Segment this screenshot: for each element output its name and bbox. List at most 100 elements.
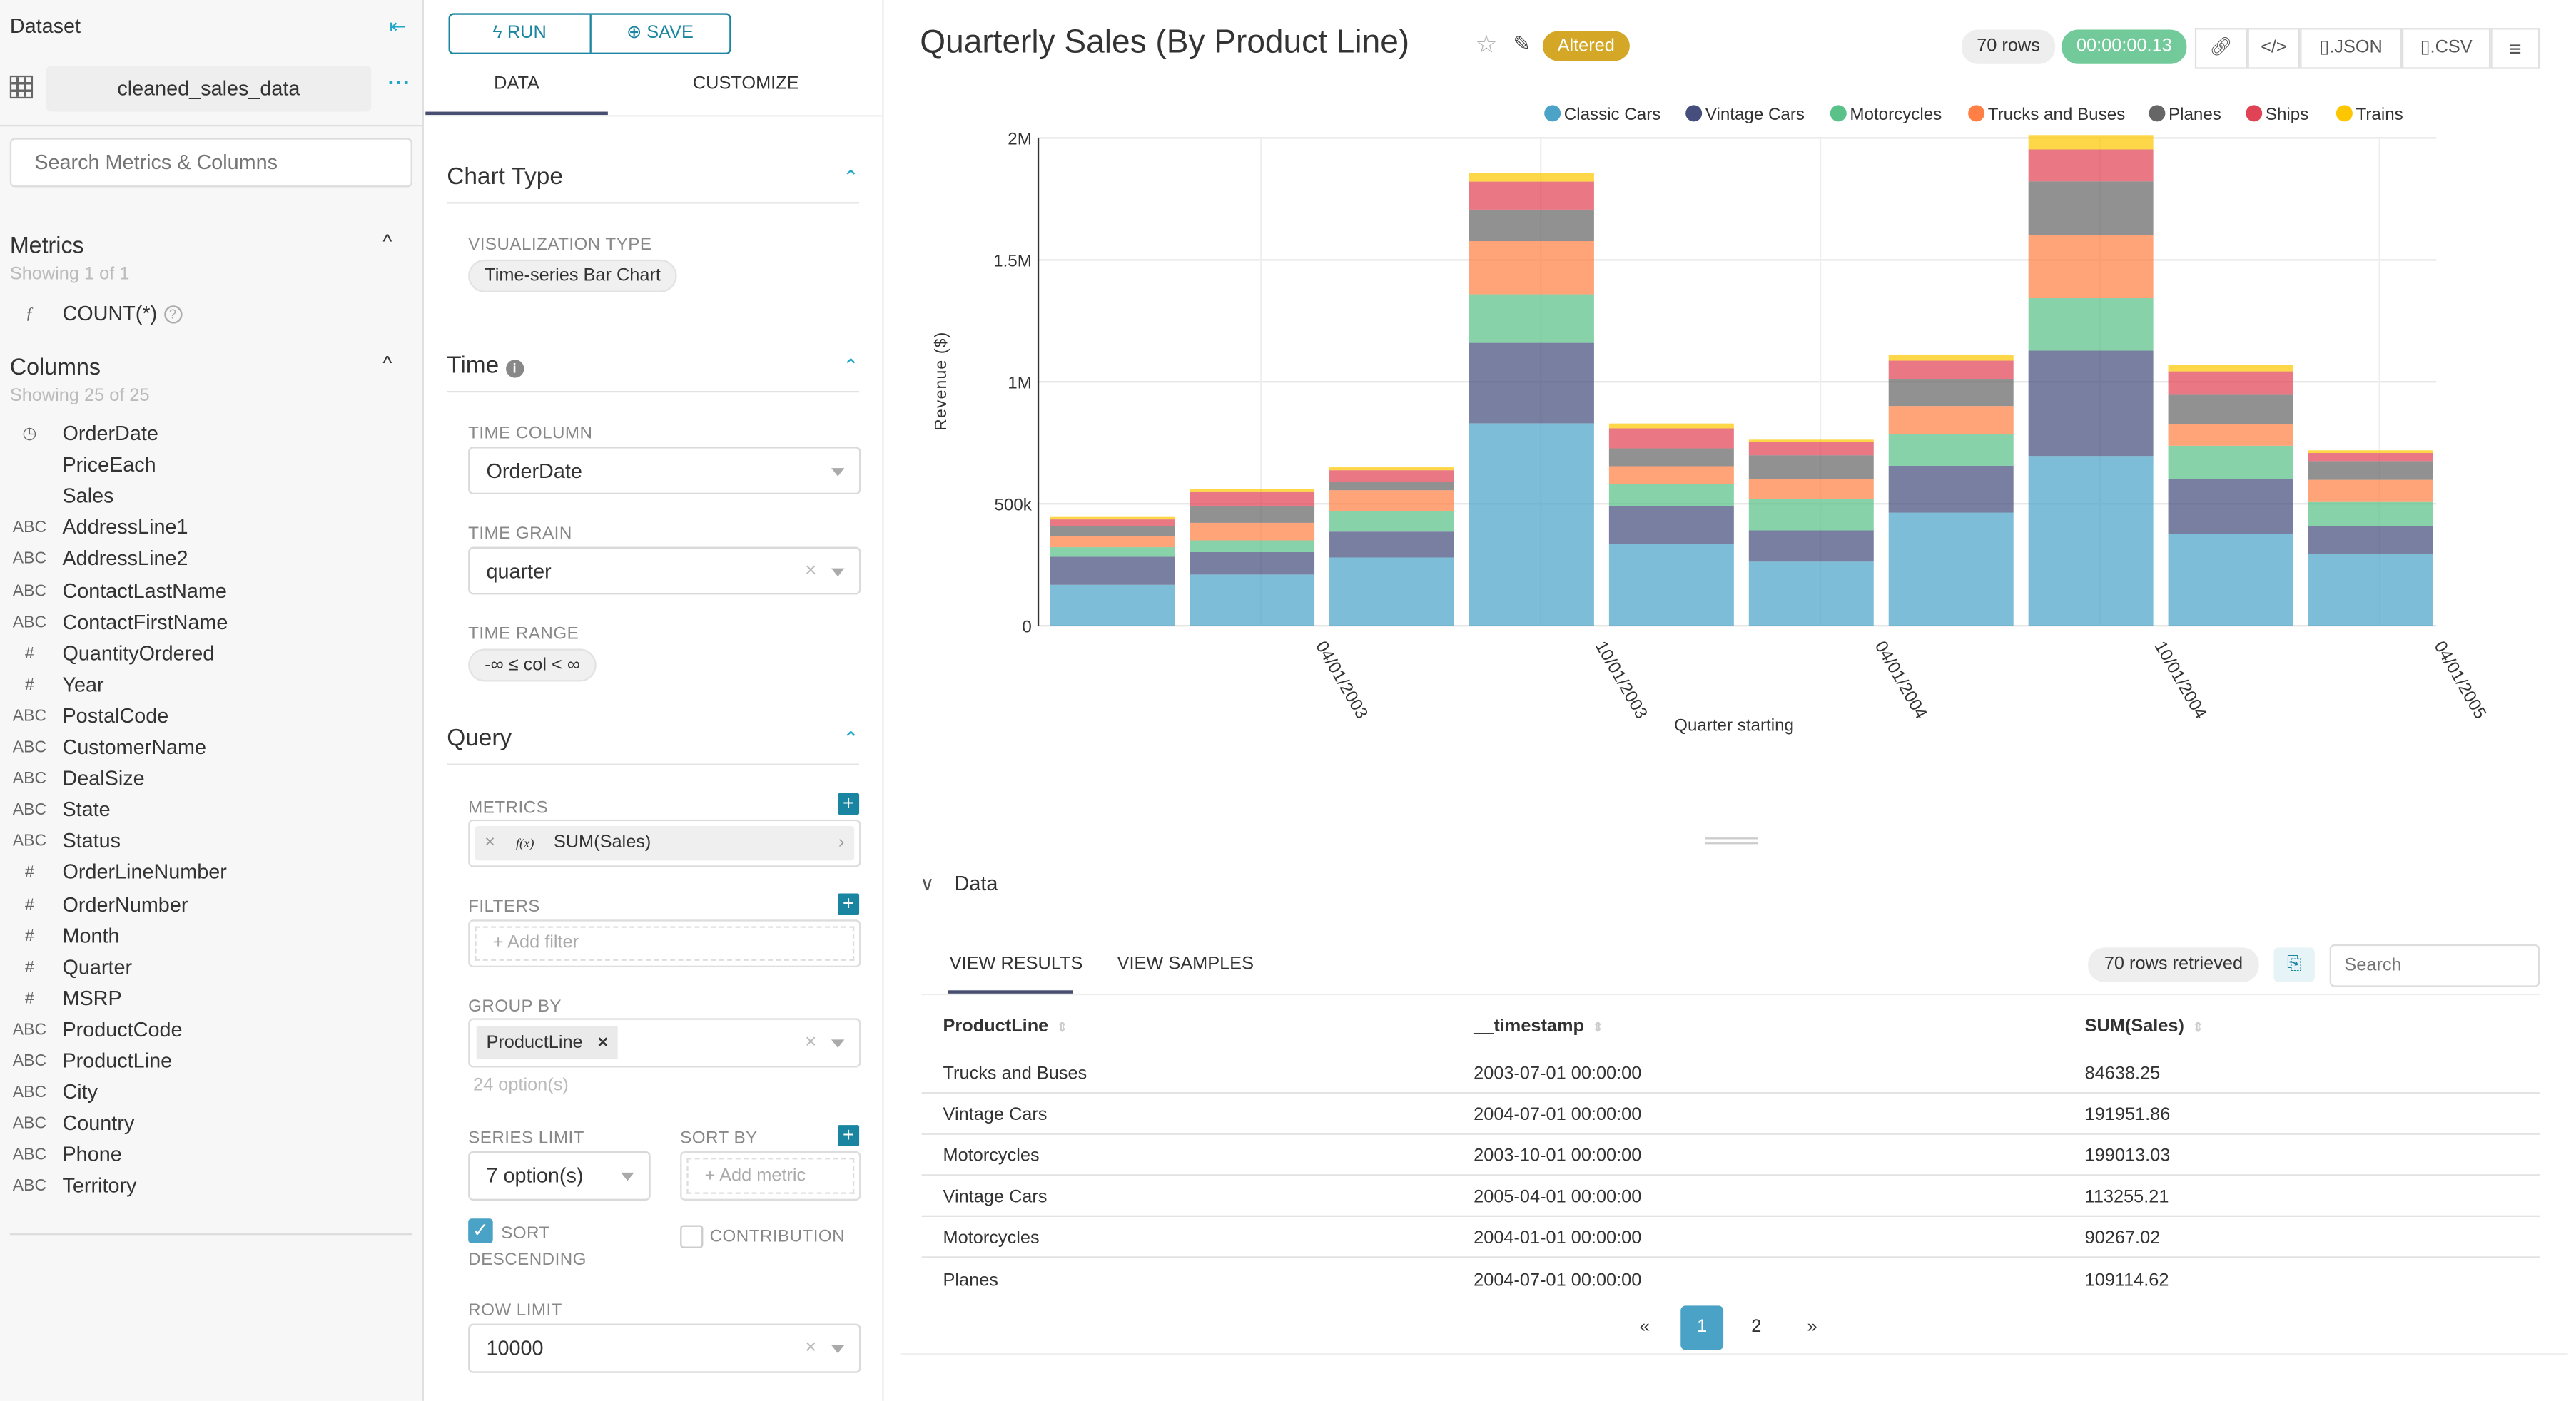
pagination-page-2[interactable]: 2	[1751, 1317, 1762, 1338]
column-item[interactable]: ◷ OrderDate	[0, 422, 424, 454]
share-link-button[interactable]: 🔗︎	[2194, 28, 2248, 69]
star-favorite-icon[interactable]: ☆	[1475, 31, 1498, 59]
more-menu-button[interactable]: ≡	[2490, 28, 2540, 69]
remove-metric-icon[interactable]: ×	[485, 832, 495, 852]
dataset-name[interactable]: cleaned_sales_data	[46, 66, 372, 112]
edit-icon[interactable]: ✎	[1513, 31, 1531, 56]
column-item[interactable]: ABC ContactFirstName	[12, 610, 228, 633]
data-collapse-chevron-icon[interactable]: ∨	[920, 872, 935, 895]
column-item[interactable]: ABC PostalCode	[12, 704, 169, 728]
sort-icon[interactable]: ⇕	[1056, 1019, 1068, 1035]
time-collapse-icon[interactable]: ⌃	[842, 355, 860, 378]
column-item[interactable]: ABC ContactLastName	[12, 579, 227, 602]
clear-icon[interactable]: ×	[805, 1029, 817, 1053]
add-metric-button[interactable]: + Add metric	[686, 1158, 855, 1194]
column-item[interactable]: ABC Phone	[12, 1143, 122, 1167]
copy-to-clipboard-icon[interactable]: ⎘	[2273, 947, 2315, 982]
altered-badge[interactable]: Altered	[1542, 31, 1630, 61]
column-item[interactable]: ABC DealSize	[12, 767, 145, 790]
add-filter-plus-icon[interactable]: +	[838, 893, 860, 915]
pagination-prev[interactable]: «	[1639, 1317, 1650, 1338]
sort-by-input[interactable]: + Add metric	[680, 1151, 861, 1201]
chevron-right-icon[interactable]: ›	[838, 832, 845, 852]
help-icon[interactable]: ?	[163, 305, 182, 323]
run-button[interactable]: ϟ RUN	[450, 14, 591, 53]
legend-item[interactable]: Ships	[2266, 105, 2308, 124]
column-header[interactable]: SUM(Sales) ⇕	[2084, 1017, 2204, 1036]
legend-item[interactable]: Vintage Cars	[1705, 105, 1805, 124]
results-search-input[interactable]	[2329, 944, 2540, 987]
column-item[interactable]: # QuantityOrdered	[0, 641, 424, 673]
columns-collapse-chevron-icon[interactable]: ^	[382, 351, 392, 375]
metric-item[interactable]: ƒ COUNT(*)?	[0, 302, 424, 334]
export-csv-button[interactable]: ▯.CSV	[2401, 28, 2491, 69]
tab-data[interactable]: DATA	[494, 73, 539, 94]
group-by-tag: ProductLine ×	[476, 1026, 619, 1059]
chart-type-collapse-icon[interactable]: ⌃	[842, 165, 860, 189]
bar-segment	[1050, 547, 1175, 557]
pagination-next[interactable]: »	[1807, 1317, 1817, 1338]
add-filter-button[interactable]: + Add filter	[475, 926, 855, 961]
column-item[interactable]: ABC Status	[12, 830, 121, 853]
add-sort-plus-icon[interactable]: +	[838, 1125, 860, 1147]
column-item[interactable]: ABC State	[12, 798, 111, 822]
contribution-checkbox[interactable]	[680, 1225, 704, 1248]
embed-code-button[interactable]: </>	[2247, 28, 2301, 69]
clear-icon[interactable]: ×	[805, 1335, 817, 1359]
viz-type-selector[interactable]: Time-series Bar Chart	[468, 259, 677, 292]
column-item[interactable]: # Quarter	[0, 955, 424, 987]
column-item[interactable]: ABC AddressLine2	[12, 547, 188, 571]
tab-view-samples[interactable]: VIEW SAMPLES	[1117, 954, 1254, 974]
tab-view-results[interactable]: VIEW RESULTS	[949, 954, 1083, 974]
column-item[interactable]: # Year	[0, 673, 424, 704]
search-metrics-columns-input[interactable]	[9, 138, 412, 188]
legend-item[interactable]: Trucks and Buses	[1988, 105, 2125, 124]
column-item[interactable]: # OrderLineNumber	[0, 861, 424, 892]
column-header[interactable]: ProductLine ⇕	[943, 1017, 1068, 1036]
legend-item[interactable]: Planes	[2169, 105, 2221, 124]
column-item[interactable]: # MSRP	[0, 987, 424, 1018]
info-icon[interactable]: i	[505, 360, 524, 378]
export-json-button[interactable]: ▯.JSON	[2300, 28, 2402, 69]
sort-descending-checkbox[interactable]: ✓	[468, 1218, 493, 1243]
column-item[interactable]: ABC ProductCode	[12, 1018, 183, 1041]
sort-icon[interactable]: ⇕	[1592, 1019, 1603, 1035]
column-item[interactable]: # OrderNumber	[0, 892, 424, 924]
table-cell: Planes	[943, 1270, 998, 1290]
clear-icon[interactable]: ×	[805, 558, 817, 582]
column-item[interactable]: PriceEach	[62, 453, 156, 477]
query-collapse-icon[interactable]: ⌃	[842, 727, 860, 751]
legend-item[interactable]: Trains	[2356, 105, 2403, 124]
column-item[interactable]: ABC City	[12, 1081, 98, 1104]
sort-icon[interactable]: ⇕	[2192, 1019, 2204, 1035]
tab-customize[interactable]: CUSTOMIZE	[692, 73, 799, 94]
column-item[interactable]: # Month	[0, 924, 424, 955]
filters-input[interactable]: + Add filter	[468, 919, 861, 968]
chart-title[interactable]: Quarterly Sales (By Product Line)	[920, 24, 1410, 61]
series-limit-select[interactable]: 7 option(s)	[468, 1151, 651, 1201]
add-metric-plus-icon[interactable]: +	[838, 793, 860, 815]
column-item[interactable]: Sales	[62, 484, 114, 508]
column-item[interactable]: ABC CustomerName	[12, 735, 207, 759]
column-item[interactable]: ABC Territory	[12, 1175, 137, 1198]
legend-item[interactable]: Motorcycles	[1850, 105, 1942, 124]
column-item[interactable]: ABC ProductLine	[12, 1049, 173, 1073]
time-column-select[interactable]: OrderDate	[468, 447, 861, 494]
pagination-page-1[interactable]: 1	[1680, 1305, 1724, 1350]
column-item[interactable]: ABC Country	[12, 1112, 135, 1136]
collapse-sidebar-icon[interactable]: ⇤	[389, 14, 406, 38]
resize-handle[interactable]	[1705, 837, 1758, 845]
time-grain-select[interactable]: quarter ×	[468, 546, 861, 595]
row-limit-select[interactable]: 10000 ×	[468, 1323, 861, 1373]
save-button[interactable]: ⊕ SAVE	[626, 23, 694, 43]
group-by-select[interactable]: ProductLine × ×	[468, 1018, 861, 1068]
time-range-selector[interactable]: -∞ ≤ col < ∞	[468, 648, 597, 682]
dataset-menu-icon[interactable]: ···	[387, 68, 411, 96]
remove-tag-icon[interactable]: ×	[597, 1033, 609, 1053]
column-item[interactable]: ABC AddressLine1	[12, 516, 188, 539]
metrics-collapse-chevron-icon[interactable]: ^	[382, 230, 392, 253]
metric-tag[interactable]: × f(x) SUM(Sales) ›	[475, 826, 855, 861]
legend-item[interactable]: Classic Cars	[1564, 105, 1661, 124]
metrics-input[interactable]: × f(x) SUM(Sales) ›	[468, 819, 861, 867]
column-header[interactable]: __timestamp ⇕	[1474, 1017, 1603, 1036]
